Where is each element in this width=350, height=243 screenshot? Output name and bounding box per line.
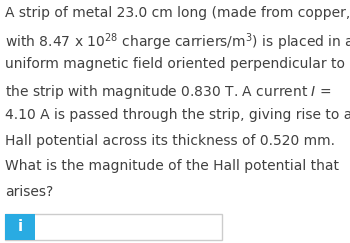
Text: A strip of metal 23.0 cm long (made from copper,: A strip of metal 23.0 cm long (made from…	[5, 6, 350, 20]
FancyBboxPatch shape	[5, 214, 35, 240]
Text: What is the magnitude of the Hall potential that: What is the magnitude of the Hall potent…	[5, 159, 339, 173]
FancyBboxPatch shape	[5, 214, 222, 240]
Text: the strip with magnitude 0.830 T. A current $I$ =: the strip with magnitude 0.830 T. A curr…	[5, 83, 332, 101]
Text: Hall potential across its thickness of 0.520 mm.: Hall potential across its thickness of 0…	[5, 134, 335, 148]
Text: i: i	[18, 219, 23, 234]
Text: uniform magnetic field oriented perpendicular to: uniform magnetic field oriented perpendi…	[5, 57, 345, 71]
Text: arises?: arises?	[5, 185, 54, 199]
Text: 4.10 A is passed through the strip, giving rise to a: 4.10 A is passed through the strip, givi…	[5, 108, 350, 122]
Text: with 8.47 x 10$^{28}$ charge carriers/m$^{3}$) is placed in a: with 8.47 x 10$^{28}$ charge carriers/m$…	[5, 32, 350, 53]
